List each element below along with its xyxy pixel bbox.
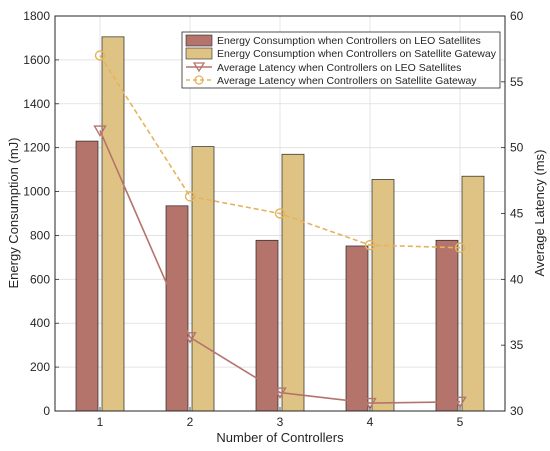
tick-label-y-left: 400 (30, 316, 50, 330)
tick-label-x: 2 (187, 415, 194, 429)
tick-label-y-left: 1400 (23, 97, 50, 111)
tick-label-x: 4 (367, 415, 374, 429)
bar-energy-gateway (101, 36, 125, 412)
latency-point-gateway (364, 239, 376, 251)
latency-line-leo (99, 130, 461, 404)
bar-energy-gateway (281, 153, 305, 412)
tick-label-y-left: 0 (43, 404, 50, 418)
latency-lines (93, 50, 467, 410)
legend: Energy Consumption when Controllers on L… (181, 31, 501, 89)
legend-label-bar-gateway: Energy Consumption when Controllers on S… (217, 48, 497, 60)
legend-marker-triangle (192, 62, 206, 73)
bar-energy-leo (345, 245, 369, 412)
tick-label-y-right: 45 (510, 207, 524, 221)
tick-label-x: 3 (277, 415, 284, 429)
x-axis-title: Number of Controllers (216, 430, 344, 445)
tick-label-y-right: 50 (510, 141, 524, 155)
tick-label-y-right: 60 (510, 9, 524, 23)
tick-label-y-right: 40 (510, 272, 524, 286)
latency-point-gateway (94, 50, 106, 61)
latency-point-gateway (454, 242, 466, 253)
tick-label-x: 1 (97, 415, 104, 429)
tick-label-y-left: 1800 (23, 9, 50, 23)
tick-label-y-left: 1600 (23, 53, 50, 67)
bar-energy-leo (75, 140, 99, 412)
latency-point-leo (363, 397, 377, 410)
tick-label-y-left: 1200 (23, 141, 50, 155)
bars (75, 36, 485, 412)
bar-energy-leo (435, 239, 459, 412)
legend-swatch-bar-gateway (185, 47, 213, 60)
axis-ticks: 0200400600800100012001400160018003035404… (23, 9, 523, 429)
latency-point-gateway (274, 208, 286, 219)
legend-marker-circle (194, 75, 204, 85)
tick-label-x: 5 (457, 415, 464, 429)
latency-point-leo (273, 387, 287, 399)
legend-label-line-leo: Average Latency when Controllers on LEO … (217, 62, 461, 74)
latency-point-leo (93, 125, 107, 137)
tick-label-y-right: 35 (510, 338, 524, 352)
latency-point-leo (183, 332, 197, 344)
latency-point-gateway (184, 191, 196, 202)
bar-energy-gateway (191, 146, 215, 412)
legend-swatch-bar-leo (185, 34, 213, 47)
latency-line-gateway (99, 55, 461, 249)
tick-label-y-right: 30 (510, 404, 524, 418)
tick-label-y-left: 1000 (23, 185, 50, 199)
tick-label-y-right: 55 (510, 75, 524, 89)
legend-label-line-gateway: Average Latency when Controllers on Sate… (217, 75, 477, 87)
tick-label-y-left: 600 (30, 272, 50, 286)
legend-box (181, 31, 501, 89)
tick-label-y-left: 200 (30, 360, 50, 374)
bar-energy-gateway (461, 175, 485, 412)
legend-label-bar-leo: Energy Consumption when Controllers on L… (217, 35, 481, 47)
y-axis-right-title: Average Latency (ms) (532, 150, 547, 277)
y-axis-left-title: Energy Consumption (mJ) (6, 138, 21, 289)
latency-point-leo (453, 396, 467, 409)
tick-label-y-left: 800 (30, 228, 50, 242)
bar-energy-gateway (371, 179, 395, 412)
